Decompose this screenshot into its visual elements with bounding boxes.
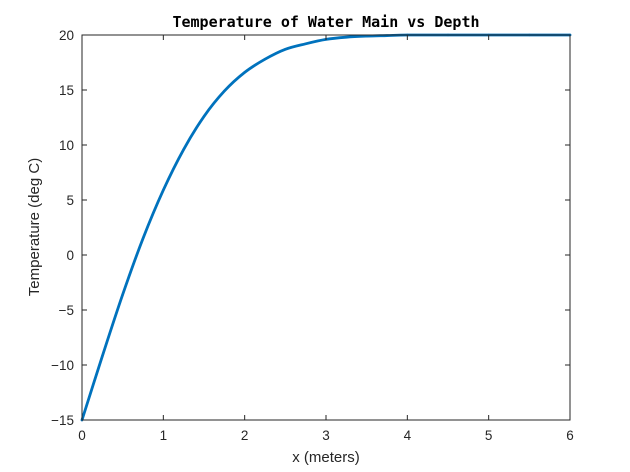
plot-area	[82, 35, 570, 420]
x-tick-label: 0	[78, 428, 86, 443]
data-point	[101, 355, 104, 358]
x-axis-label: x (meters)	[292, 449, 360, 466]
x-tick-label: 3	[322, 428, 330, 443]
data-point	[284, 48, 287, 51]
data-point	[141, 237, 145, 240]
data-point	[202, 115, 206, 118]
data-point	[263, 58, 267, 61]
y-axis-label: Temperature (deg C)	[26, 158, 43, 296]
y-tick-label: 20	[59, 28, 74, 43]
y-tick-label: 10	[59, 138, 74, 153]
x-tick-label: 5	[485, 428, 493, 443]
x-tick-label: 6	[566, 428, 574, 443]
y-tick-label: −15	[51, 413, 74, 428]
chart-title: Temperature of Water Main vs Depth	[172, 13, 479, 31]
data-point	[162, 188, 165, 192]
data-point	[223, 89, 226, 93]
x-tick-label: 2	[241, 428, 249, 443]
data-point	[243, 71, 246, 74]
y-tick-label: 15	[59, 83, 74, 98]
data-point	[345, 36, 348, 39]
data-point	[182, 148, 185, 151]
x-tick-label: 1	[160, 428, 168, 443]
y-tick-label: −10	[51, 358, 74, 373]
data-point	[304, 42, 307, 45]
y-tick-label: 0	[66, 248, 74, 263]
axes-box	[81, 34, 571, 421]
x-tick-label: 4	[404, 428, 412, 443]
tick-layer: 0 1 2 3 4 5 6 −15 −10 −5 0 5 10 15 20	[51, 28, 574, 443]
data-point	[121, 293, 124, 296]
y-tick-label: 5	[66, 193, 74, 208]
y-tick-label: −5	[59, 303, 74, 318]
